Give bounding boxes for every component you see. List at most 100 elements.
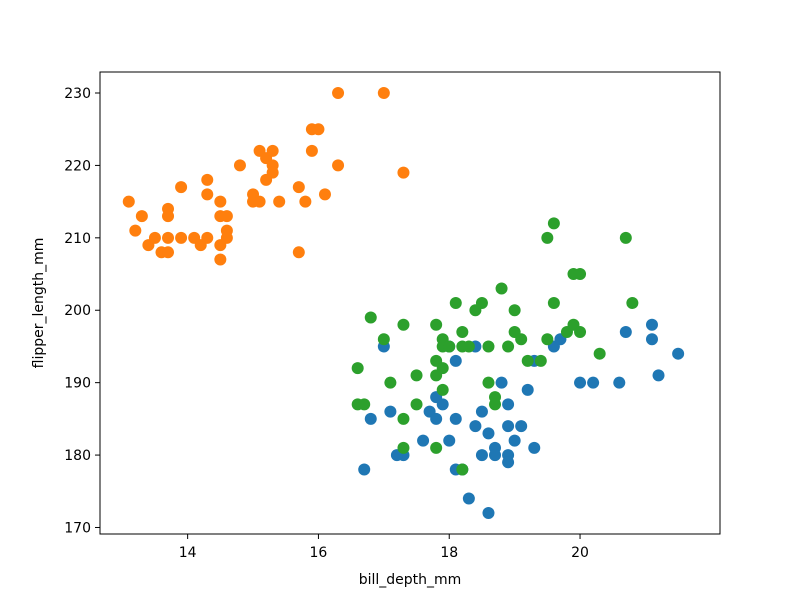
data-point bbox=[443, 434, 456, 447]
data-point bbox=[541, 231, 554, 244]
y-tick-label: 210 bbox=[64, 231, 91, 247]
data-point bbox=[233, 159, 246, 172]
data-point bbox=[469, 420, 482, 433]
data-point bbox=[449, 412, 462, 425]
data-point bbox=[672, 347, 685, 360]
x-axis-label: bill_depth_mm bbox=[359, 572, 462, 588]
plot-frame bbox=[99, 71, 721, 535]
data-point bbox=[384, 376, 397, 389]
data-point bbox=[515, 333, 528, 346]
data-point bbox=[508, 304, 521, 317]
data-point bbox=[364, 311, 377, 324]
data-point bbox=[449, 297, 462, 309]
data-point bbox=[502, 340, 515, 353]
data-point bbox=[253, 195, 266, 208]
data-point bbox=[652, 369, 665, 382]
data-point bbox=[449, 354, 462, 367]
y-tick-label: 220 bbox=[64, 158, 91, 174]
data-point bbox=[645, 333, 658, 346]
data-point bbox=[266, 166, 279, 179]
data-point bbox=[475, 449, 488, 462]
data-point bbox=[574, 376, 587, 389]
data-point bbox=[430, 412, 443, 425]
x-axis-ticks: 14 16 18 20 bbox=[179, 534, 589, 561]
data-point bbox=[502, 420, 515, 433]
data-point bbox=[214, 253, 227, 266]
x-tick-label: 20 bbox=[571, 545, 589, 561]
data-point bbox=[626, 297, 639, 309]
data-point bbox=[613, 376, 626, 389]
y-tick-label: 170 bbox=[64, 520, 91, 536]
data-point bbox=[482, 340, 495, 353]
data-point bbox=[574, 268, 587, 281]
data-point bbox=[456, 325, 469, 338]
data-point bbox=[462, 492, 475, 505]
y-tick-label: 180 bbox=[64, 448, 91, 464]
data-point bbox=[541, 333, 554, 346]
data-point bbox=[148, 231, 161, 244]
data-point bbox=[220, 210, 233, 223]
data-point bbox=[201, 231, 214, 244]
data-point bbox=[397, 318, 410, 331]
y-axis-label: flipper_length_mm bbox=[31, 238, 47, 369]
data-point bbox=[220, 231, 233, 244]
data-point bbox=[162, 231, 175, 244]
data-point bbox=[273, 195, 286, 208]
data-point bbox=[502, 398, 515, 411]
data-point bbox=[397, 441, 410, 454]
data-point bbox=[482, 376, 495, 389]
data-point bbox=[332, 87, 345, 99]
data-point bbox=[436, 362, 449, 375]
data-point bbox=[495, 376, 508, 389]
data-point bbox=[619, 325, 632, 338]
data-point bbox=[456, 463, 469, 476]
data-point bbox=[201, 188, 214, 201]
y-axis-ticks: 170 180 190 200 210 220 230 bbox=[64, 86, 100, 536]
data-point bbox=[574, 325, 587, 338]
data-point bbox=[266, 144, 279, 157]
data-point bbox=[436, 398, 449, 411]
data-point bbox=[397, 412, 410, 425]
data-point bbox=[430, 318, 443, 331]
data-point bbox=[358, 398, 371, 411]
data-point bbox=[175, 181, 188, 194]
data-point bbox=[351, 362, 364, 375]
data-point bbox=[475, 297, 488, 309]
data-point bbox=[122, 195, 135, 208]
data-point bbox=[292, 181, 305, 194]
data-point bbox=[410, 398, 423, 411]
data-point bbox=[645, 318, 658, 331]
data-point bbox=[528, 441, 541, 454]
data-point bbox=[502, 456, 515, 469]
data-point bbox=[410, 369, 423, 382]
data-point bbox=[547, 217, 560, 230]
data-point bbox=[312, 123, 325, 136]
x-tick-label: 18 bbox=[440, 545, 458, 561]
data-point bbox=[135, 210, 148, 223]
data-point bbox=[508, 434, 521, 447]
data-point bbox=[377, 87, 390, 99]
data-point bbox=[482, 427, 495, 440]
points-layer bbox=[122, 87, 685, 519]
x-tick-label: 16 bbox=[310, 545, 328, 561]
data-point bbox=[417, 434, 430, 447]
data-point bbox=[384, 405, 397, 418]
y-tick-label: 230 bbox=[64, 86, 91, 102]
data-point bbox=[430, 441, 443, 454]
y-tick-label: 200 bbox=[64, 303, 91, 319]
data-point bbox=[332, 159, 345, 172]
data-point bbox=[162, 210, 175, 223]
data-point bbox=[495, 282, 508, 295]
data-point bbox=[521, 354, 534, 367]
data-point bbox=[587, 376, 600, 389]
data-point bbox=[443, 340, 456, 353]
data-point bbox=[299, 195, 312, 208]
data-point bbox=[489, 449, 502, 462]
data-point bbox=[305, 144, 318, 157]
data-point bbox=[482, 507, 495, 519]
data-point bbox=[162, 246, 175, 259]
data-point bbox=[547, 297, 560, 309]
y-tick-label: 190 bbox=[64, 376, 91, 392]
data-point bbox=[521, 383, 534, 396]
